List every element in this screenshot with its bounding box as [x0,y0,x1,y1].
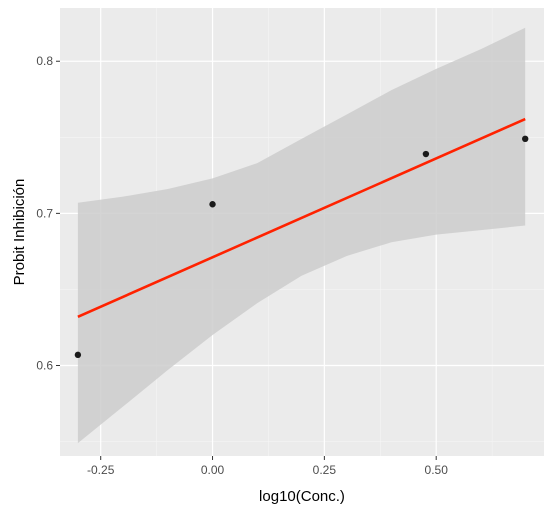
x-tick-label: 0.50 [425,463,449,477]
x-axis-title: log10(Conc.) [259,488,345,505]
data-point [522,135,529,143]
data-point [74,351,82,359]
y-tick-label: 0.6 [36,358,53,372]
data-point [209,201,216,208]
y-tick-label: 0.7 [36,206,53,220]
data-points-layer [74,135,529,359]
confidence-band-layer [77,27,526,444]
data-point [422,150,430,158]
x-tick-label: 0.25 [313,463,337,477]
y-axis-title: Probit Inhibición [11,179,28,286]
regression-line [77,117,526,318]
x-tick-label: 0.00 [201,463,225,477]
y-axis: 0.6 0.7 0.8 [36,54,60,372]
x-axis: -0.25 0.00 0.25 0.50 [87,456,448,477]
fit-line-layer [77,117,526,318]
y-tick-label: 0.8 [36,54,53,68]
x-tick-label: -0.25 [87,463,115,477]
confidence-band [77,27,526,444]
